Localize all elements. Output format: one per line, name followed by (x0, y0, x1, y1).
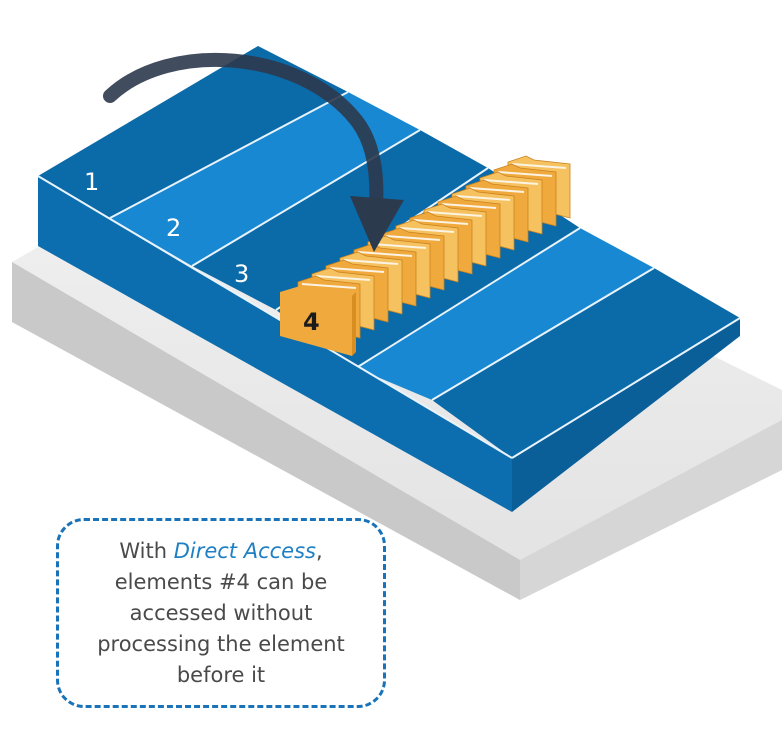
caption-suffix: , elements #4 can be accessed without pr… (97, 538, 345, 687)
cell-1 (38, 46, 348, 218)
tray-front (37, 175, 741, 512)
folder-paper-edge (385, 235, 441, 241)
cell-3 (192, 130, 488, 310)
caption-text: With Direct Access, elements #4 can be a… (76, 536, 366, 691)
cell-label-1: 1 (84, 168, 99, 196)
folder-paper-edge (399, 227, 455, 233)
folder-4: 4 (280, 286, 356, 356)
folder-4-label: 4 (303, 308, 320, 336)
folder-paper-edge (427, 211, 483, 217)
folder-paper-edge (511, 163, 567, 169)
folder-paper-edge (469, 187, 525, 193)
folder-paper-edge (343, 259, 399, 265)
folder-paper-edge (371, 243, 427, 249)
folder-paper-edge (413, 219, 469, 225)
cell-5 (356, 228, 654, 400)
folder-paper-edge (301, 283, 357, 289)
folder-paper-edge (357, 251, 413, 257)
folder-paper-edge (497, 171, 553, 177)
caption-box: With Direct Access, elements #4 can be a… (56, 518, 386, 708)
folder-paper-edge (329, 267, 385, 273)
folder-paper-edge (455, 195, 511, 201)
caption-highlight: Direct Access (173, 538, 316, 563)
cell-label-2: 2 (166, 214, 181, 242)
folder-paper-edge (441, 203, 497, 209)
folder-paper-edge (315, 275, 371, 281)
caption-prefix: With (119, 538, 174, 563)
direct-access-arrow (103, 52, 404, 252)
folder-paper-edge (483, 179, 539, 185)
cell-2 (110, 92, 420, 266)
cell-label-3: 3 (234, 260, 249, 288)
cell-6 (432, 268, 740, 458)
